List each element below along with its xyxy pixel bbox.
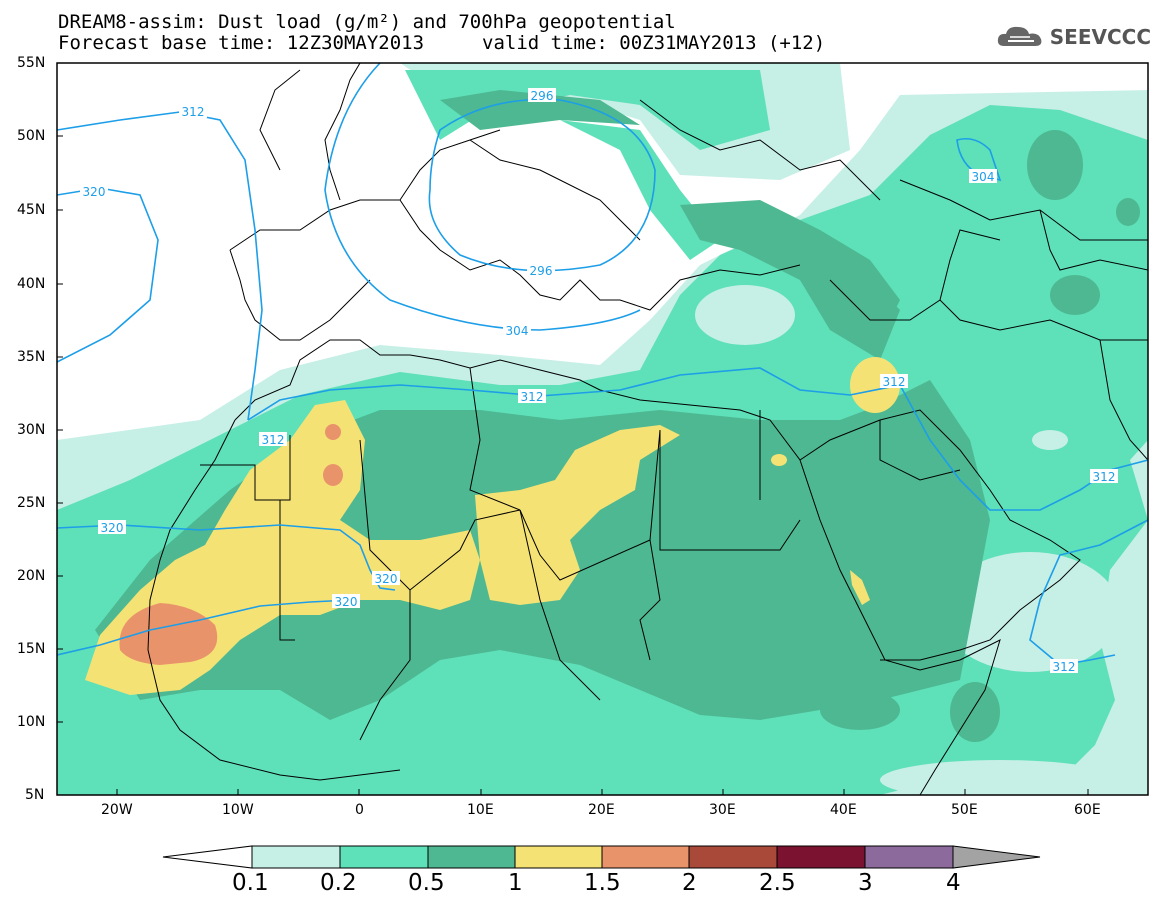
seevccc-logo: SEEVCCC [996,24,1151,50]
contour-label-320: 320 [83,185,106,199]
contour-label-320: 320 [101,521,124,535]
colorbar-label: 0.2 [320,870,357,896]
colorbar-label: 1 [508,870,523,896]
colorbar-label: 4 [946,870,961,896]
contour-label-312: 312 [521,390,544,404]
colorbar-bin [514,845,603,869]
lon-label: 60E [1074,802,1101,818]
lat-label: 30N [17,422,46,438]
colorbar-label: 1.5 [584,870,621,896]
colorbar-bin [776,845,866,869]
contour-label-312: 312 [262,433,285,447]
contour-label-312: 312 [1053,660,1076,674]
contour-label-312: 312 [883,375,906,389]
contour-label-320: 320 [375,572,398,586]
lat-label: 50N [17,128,46,144]
contour-label-320: 320 [335,595,358,609]
colorbar-bin [864,845,954,869]
lat-label: 45N [17,202,46,218]
map-title: DREAM8-assim: Dust load (g/m²) and 700hP… [58,11,676,33]
contour-label-312: 312 [1093,470,1116,484]
dust-layer-1-5 [119,424,343,665]
colorbar-label: 2 [682,870,697,896]
lon-label: 0 [355,802,364,818]
country-borders [147,63,1148,795]
colorbar-above [952,845,1041,869]
contour-labels: 312 320 296 296 304 304 312 312 312 312 … [80,88,1118,674]
lat-label: 25N [17,495,46,511]
lat-label: 10N [17,714,46,730]
lat-label: 40N [17,276,46,292]
lon-label: 20E [588,802,615,818]
lon-label: 10E [467,802,494,818]
logo-text: SEEVCCC [1049,25,1151,49]
colorbar-label: 0.5 [408,870,445,896]
lat-label: 20N [17,568,46,584]
geopotential-contours [57,63,1148,666]
lat-label: 5N [25,787,45,803]
lon-label: 40E [830,802,857,818]
axis-ticks [57,62,1089,795]
colorbar-below [162,845,253,869]
contour-label-312: 312 [182,105,205,119]
lat-label: 55N [17,55,46,71]
lon-label: 20W [101,802,133,818]
lon-label: 10W [222,802,254,818]
colorbar-bin [688,845,778,869]
lat-label: 35N [17,349,46,365]
colorbar-bin [601,845,690,869]
lon-label: 50E [951,802,978,818]
colorbar [162,845,1041,869]
lon-label: 30E [709,802,736,818]
contour-label-296: 296 [531,89,554,103]
colorbar-label: 0.1 [232,870,269,896]
base-time: Forecast base time: 12Z30MAY2013 [58,32,425,54]
cloud-icon [997,26,1042,46]
colorbar-bin [251,845,341,869]
lat-label: 15N [17,641,46,657]
colorbar-label: 2.5 [759,870,796,896]
colorbar-label: 3 [858,870,873,896]
contour-label-296: 296 [530,264,553,278]
colorbar-bin [339,845,429,869]
contour-label-304: 304 [972,170,995,184]
colorbar-bin [427,845,516,869]
valid-time: valid time: 00Z31MAY2013 (+12) [482,32,826,54]
contour-label-304: 304 [506,324,529,338]
